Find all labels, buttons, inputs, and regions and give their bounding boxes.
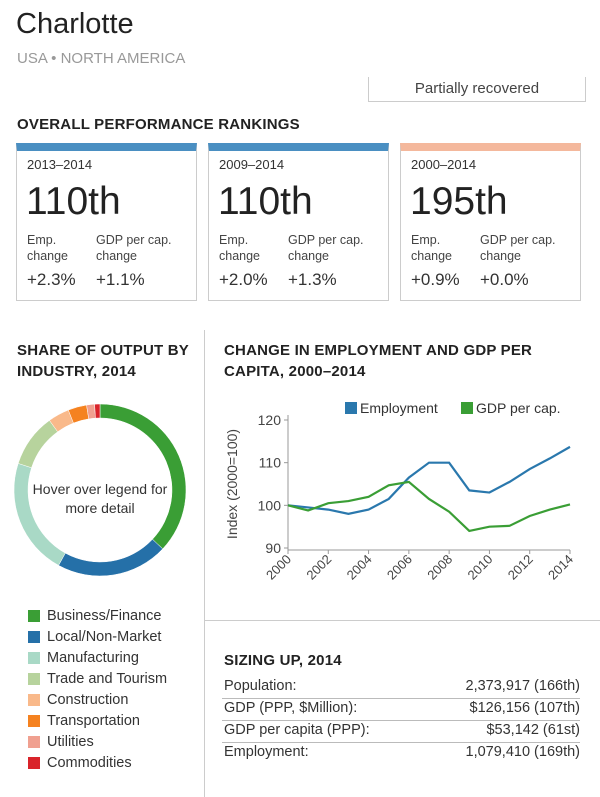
divider [204, 620, 600, 621]
x-tick-label: 2000 [263, 552, 294, 583]
card-period: 2013–2014 [27, 157, 93, 172]
legend-label: Employment [360, 400, 438, 416]
y-tick-label: 110 [259, 455, 282, 471]
legend-label[interactable]: Construction [47, 692, 129, 708]
card [208, 143, 389, 301]
sizing-label: Employment: [224, 744, 309, 760]
card-gdp-label: GDP per cap. change [288, 233, 364, 263]
donut-segment [94, 403, 101, 419]
row-line [222, 742, 580, 743]
legend-swatch[interactable] [28, 631, 40, 643]
donut-segment [17, 420, 59, 469]
card-gdp-label: GDP per cap. change [480, 233, 556, 263]
sizing-value: $53,142 (61st) [486, 722, 580, 738]
legend-label[interactable]: Trade and Tourism [47, 671, 168, 687]
legend-swatch [345, 402, 357, 414]
legend-label: GDP per cap. [476, 400, 561, 416]
x-tick-label: 2014 [545, 552, 576, 583]
legend-label[interactable]: Local/Non-Market [47, 629, 162, 645]
row-line [222, 720, 580, 721]
city-title: Charlotte [16, 8, 134, 40]
line-series [287, 480, 571, 533]
city-subtitle: USA • NORTH AMERICA [17, 50, 186, 67]
legend-swatch[interactable] [28, 694, 40, 706]
legend-label[interactable]: Utilities [47, 734, 94, 750]
donut-annotation: Hover over legend for more detail [32, 481, 168, 516]
legend-swatch[interactable] [28, 673, 40, 685]
sizing-label: GDP per capita (PPP): [224, 722, 370, 738]
divider [204, 330, 205, 797]
x-tick-label: 2010 [464, 552, 495, 583]
donut-segment [99, 403, 187, 550]
legend-label[interactable]: Transportation [47, 713, 140, 729]
legend-swatch[interactable] [28, 610, 40, 622]
rankings-title: OVERALL PERFORMANCE RANKINGS [17, 116, 300, 133]
legend-swatch[interactable] [28, 736, 40, 748]
card-period: 2000–2014 [411, 157, 477, 172]
card-emp-label: Emp. change [27, 233, 69, 263]
card [400, 143, 581, 301]
sizing-title: SIZING UP, 2014 [224, 652, 342, 669]
sizing-label: GDP (PPP, $Million): [224, 700, 358, 716]
card-period: 2009–2014 [219, 157, 285, 172]
line-chart: 90 100 110 120 2000 2002 2004 2006 2008 2010 2012 2… [224, 400, 576, 583]
x-tick-label: 2012 [505, 552, 536, 583]
row-line [222, 698, 580, 699]
card-gdp-value: +0.0% [480, 270, 529, 289]
y-tick-label: 120 [258, 412, 282, 428]
donut-segment [58, 538, 164, 577]
x-tick-label: 2006 [384, 552, 415, 583]
card-rank: 195th [410, 180, 508, 223]
legend-swatch[interactable] [28, 652, 40, 664]
card-emp-value: +2.3% [27, 270, 76, 289]
donut-chart [13, 403, 187, 577]
sizing-label: Population: [224, 678, 297, 694]
legend-swatch [461, 402, 473, 414]
card-gdp-label: GDP per cap. change [96, 233, 172, 263]
x-tick-label: 2002 [303, 552, 334, 583]
legend-swatch[interactable] [28, 757, 40, 769]
card-rank: 110th [26, 180, 121, 223]
card-rank: 110th [218, 180, 313, 223]
line-series [287, 445, 571, 515]
legend-label[interactable]: Manufacturing [47, 650, 139, 666]
donut-title: SHARE OF OUTPUT BY INDUSTRY, 2014 [17, 342, 189, 380]
legend-label[interactable]: Commodities [47, 755, 132, 771]
y-tick-label: 100 [258, 497, 282, 513]
card [16, 143, 197, 301]
card-gdp-value: +1.3% [288, 270, 337, 289]
status-box: Partially recovered [368, 77, 586, 102]
card-emp-label: Emp. change [411, 233, 453, 263]
x-tick-label: 2004 [344, 552, 375, 583]
x-tick-label: 2008 [424, 552, 455, 583]
card-emp-value: +2.0% [219, 270, 268, 289]
sizing-value: 1,079,410 (169th) [465, 744, 580, 760]
card-gdp-value: +1.1% [96, 270, 145, 289]
card-emp-label: Emp. change [219, 233, 261, 263]
y-axis-label: Index (2000=100) [224, 429, 240, 539]
sizing-value: 2,373,917 (166th) [465, 678, 580, 694]
card-emp-value: +0.9% [411, 270, 460, 289]
line-title: CHANGE IN EMPLOYMENT AND GDP PER CAPITA,… [224, 342, 533, 380]
legend-label[interactable]: Business/Finance [47, 608, 162, 624]
sizing-value: $126,156 (107th) [469, 700, 580, 716]
y-tick-label: 90 [265, 540, 281, 556]
legend-swatch[interactable] [28, 715, 40, 727]
